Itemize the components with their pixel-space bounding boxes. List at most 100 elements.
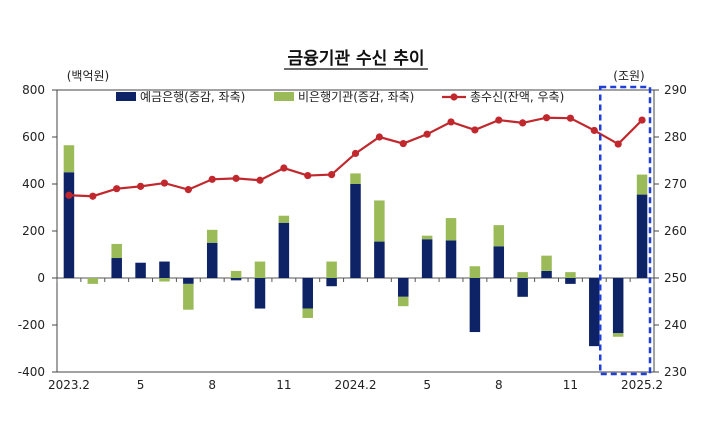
- right-axis-tick-label: 260: [664, 224, 687, 238]
- total-deposit-point: [65, 191, 73, 199]
- bank-deposit-bar: [254, 278, 266, 309]
- bank-deposit-bar: [326, 278, 337, 287]
- bank-deposit-bar: [445, 240, 457, 278]
- nonbank-deposit-bar: [87, 278, 99, 284]
- left-axis-tick-label: 0: [37, 271, 45, 285]
- legend-bank-swatch: [116, 92, 136, 101]
- bank-deposit-bar: [565, 278, 576, 284]
- total-deposit-point: [160, 179, 169, 187]
- highlight-dashed-box: [598, 85, 652, 376]
- total-deposit-point: [423, 130, 431, 138]
- x-axis-tick-label: 11: [276, 378, 291, 392]
- nonbank-deposit-bar: [350, 173, 361, 184]
- nonbank-deposit-bar: [302, 308, 313, 318]
- bank-deposit-bar: [206, 242, 218, 278]
- bank-deposit-bar: [302, 278, 313, 309]
- bank-deposit-bar: [493, 246, 505, 278]
- bank-deposit-bar: [135, 262, 146, 278]
- legend-bank-label: 예금은행(증감, 좌축): [140, 89, 245, 104]
- total-deposit-point: [136, 182, 145, 190]
- total-deposit-point: [471, 126, 479, 134]
- nonbank-deposit-bar: [63, 145, 75, 173]
- legend-total-point-swatch: [450, 93, 458, 101]
- total-deposit-point: [113, 185, 121, 193]
- nonbank-deposit-bar: [111, 243, 122, 259]
- total-deposit-point: [375, 133, 383, 141]
- nonbank-deposit-bar: [493, 225, 505, 247]
- left-axis-tick-label: -200: [18, 318, 45, 332]
- bank-deposit-bar: [63, 172, 75, 278]
- plot-area: -400 -200 0 200 400 600 800 230 240 250 260 270 280 2…: [18, 83, 687, 392]
- right-axis-tick-label: 250: [664, 271, 687, 285]
- total-deposit-point: [399, 139, 407, 148]
- total-deposit-point: [304, 171, 312, 180]
- nonbank-deposit-bar: [421, 235, 433, 240]
- right-axis-tick-label: 230: [664, 365, 687, 379]
- bank-deposit-bar: [421, 239, 433, 278]
- x-axis-tick-label: 2024.2: [335, 378, 377, 392]
- nonbank-deposit-bar: [206, 229, 218, 243]
- bank-deposit-bar: [541, 270, 552, 278]
- nonbank-deposit-bar: [254, 261, 266, 278]
- nonbank-deposit-bar: [278, 215, 290, 223]
- bank-deposit-bar: [350, 184, 361, 278]
- total-deposit-point: [232, 174, 240, 182]
- nonbank-deposit-bar: [612, 333, 624, 337]
- total-deposit-point: [89, 192, 97, 200]
- total-deposit-point: [447, 118, 455, 126]
- legend-nonbank-swatch: [274, 92, 294, 101]
- left-axis-tick-label: -400: [18, 365, 45, 379]
- left-axis-tick-label: 200: [22, 224, 45, 238]
- nonbank-deposit-bar: [326, 261, 337, 278]
- total-deposit-point: [256, 176, 264, 184]
- nonbank-deposit-bar: [183, 283, 194, 310]
- bank-deposit-bar: [374, 241, 385, 278]
- bank-deposit-bar: [612, 278, 624, 334]
- legend-nonbank-label: 비은행기관(증감, 좌축): [298, 89, 414, 104]
- x-axis-tick-label: 8: [495, 378, 503, 392]
- bank-deposit-bar: [278, 222, 290, 278]
- nonbank-deposit-bar: [636, 174, 648, 195]
- bank-deposit-bar: [230, 278, 242, 281]
- x-axis-tick-label: 11: [563, 378, 578, 392]
- chart-title: 금융기관 수신 추이: [288, 49, 425, 69]
- left-axis-tick-label: 400: [22, 177, 45, 191]
- bank-deposit-bar: [398, 278, 409, 297]
- x-axis-tick-label: 2025.2: [621, 378, 663, 392]
- bank-deposit-bar: [589, 278, 600, 347]
- total-deposit-point: [280, 164, 288, 172]
- nonbank-deposit-bar: [398, 296, 409, 307]
- bank-deposit-bar: [636, 194, 648, 278]
- nonbank-deposit-bar: [517, 272, 528, 278]
- bank-deposit-bar: [111, 258, 122, 278]
- bank-deposit-bar: [159, 261, 170, 278]
- legend-total-label: 총수신(잔액, 우축): [470, 90, 564, 104]
- left-axis-tick-label: 800: [22, 83, 45, 97]
- nonbank-deposit-bar: [541, 255, 552, 271]
- total-deposit-point: [351, 149, 360, 158]
- bank-deposit-bar: [183, 278, 194, 284]
- total-deposit-point: [495, 116, 503, 124]
- bank-deposit-bar: [517, 278, 528, 297]
- right-axis-unit: (조원): [613, 69, 644, 83]
- total-deposit-point: [566, 114, 575, 122]
- x-axis-tick-label: 5: [137, 378, 145, 392]
- x-axis-tick-label: 2023.2: [48, 378, 90, 392]
- total-deposit-point: [638, 116, 646, 124]
- total-deposit-point: [184, 186, 192, 194]
- right-axis-tick-label: 280: [664, 130, 687, 144]
- x-axis-tick-label: 8: [208, 378, 216, 392]
- right-axis-tick-label: 270: [664, 177, 687, 191]
- total-deposit-point: [208, 175, 216, 183]
- nonbank-deposit-bar: [469, 266, 481, 278]
- x-axis-tick-label: 5: [423, 378, 431, 392]
- left-axis-unit: (백억원): [67, 69, 109, 83]
- total-deposit-point: [614, 140, 622, 148]
- total-deposit-point: [542, 114, 551, 122]
- right-axis-tick-label: 240: [664, 318, 687, 332]
- nonbank-deposit-bar: [374, 200, 385, 242]
- bank-deposit-bar: [469, 278, 481, 333]
- nonbank-deposit-bar: [445, 218, 457, 241]
